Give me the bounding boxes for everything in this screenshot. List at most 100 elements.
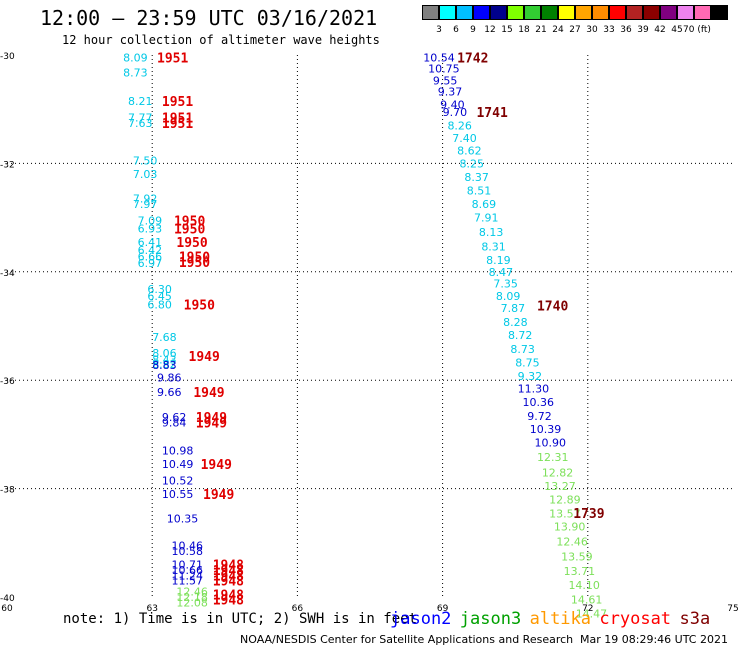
scale-label: 45 (671, 25, 683, 35)
time-label: 1948 (213, 594, 244, 609)
wave-height-value: 6.30 (147, 283, 172, 296)
track-values: 8.098.738.217.777.637.507.037.927.977.09… (123, 52, 607, 621)
wave-height-value: 9.70 (443, 106, 468, 119)
wave-height-value: 9.66 (157, 386, 182, 399)
wave-height-value: 6.45 (147, 290, 172, 303)
wave-height-value: 12.08 (176, 596, 208, 609)
wave-height-value: 12.31 (537, 451, 569, 464)
wave-height-value: 7.68 (152, 331, 177, 344)
wave-height-value: 10.90 (535, 437, 567, 450)
wave-height-value: 6.66 (138, 251, 163, 264)
scale-swatch (490, 5, 507, 20)
time-label: 1949 (196, 411, 227, 426)
wave-height-value: 8.21 (128, 95, 153, 108)
wave-height-value: 9.32 (518, 370, 543, 383)
scale-label: 33 (603, 25, 615, 35)
lon-label: 72 (582, 604, 593, 614)
wave-height-value: 11.57 (172, 575, 204, 588)
wave-height-value: 7.35 (493, 278, 518, 291)
scale-swatch (643, 5, 660, 20)
wave-height-value: 7.91 (474, 212, 499, 225)
wave-height-value: 8.28 (503, 316, 527, 329)
wave-height-value: 8.47 (489, 266, 513, 279)
scale-label: 21 (535, 25, 547, 35)
scale-swatch (439, 5, 456, 20)
wave-height-value: 8.37 (464, 171, 489, 184)
time-label: 1950 (174, 222, 205, 237)
footer-credit: NOAA/NESDIS Center for Satellite Applica… (240, 633, 574, 646)
wave-height-value: 10.66 (172, 564, 204, 577)
wave-height-value: 12.18 (176, 591, 208, 604)
grid-lines (7, 55, 733, 597)
scale-swatch (626, 5, 643, 20)
wave-height-value: 11.30 (518, 382, 550, 395)
scale-swatch (660, 5, 677, 20)
wave-height-value: 10.39 (530, 423, 562, 436)
wave-height-value: 10.54 (423, 52, 455, 65)
wave-height-value: 8.43 (152, 354, 177, 367)
wave-height-value: 10.75 (428, 63, 460, 76)
scale-swatch (592, 5, 609, 20)
wave-height-value: 7.92 (133, 193, 158, 206)
wave-height-value: 8.72 (508, 329, 533, 342)
wave-height-value: 8.25 (460, 157, 485, 170)
wave-height-value: 7.97 (133, 198, 158, 211)
wave-height-value: 10.46 (172, 540, 204, 553)
wave-height-value: 14.47 (576, 607, 608, 620)
lat-label: -34 (0, 269, 15, 279)
wave-height-value: 10.49 (162, 458, 194, 471)
wave-height-value: 8.75 (515, 356, 540, 369)
satellite-name: jason3 (459, 609, 522, 629)
wave-height-value: 10.98 (162, 445, 194, 458)
time-label: 1948 (213, 558, 244, 573)
time-label: 1951 (162, 117, 193, 132)
time-labels: 1951195119511951195019501950195019501950… (157, 52, 605, 609)
lon-label: 69 (437, 604, 449, 614)
wave-height-value: 8.82 (152, 358, 177, 371)
wave-height-value: 9.72 (527, 410, 552, 423)
wave-height-value: 14.10 (568, 579, 600, 592)
wave-height-value: 9.37 (438, 85, 463, 98)
wave-height-value: 13.90 (554, 521, 586, 534)
wave-height-value: 8.13 (479, 226, 504, 239)
wave-height-value: 6.97 (138, 257, 163, 270)
time-label: 1948 (213, 569, 244, 584)
wave-height-value: 8.09 (123, 52, 148, 65)
scale-swatch (541, 5, 558, 20)
time-label: 1951 (157, 52, 188, 67)
wave-height-value: 10.71 (172, 558, 204, 571)
lat-label: -30 (0, 52, 15, 62)
scale-swatch (711, 5, 728, 20)
scale-swatch (609, 5, 626, 20)
satellite-name: altika (529, 609, 592, 629)
wave-height-value: 6.80 (147, 298, 172, 311)
satellite-name: cryosat (599, 609, 672, 629)
scale-swatch (524, 5, 541, 20)
wave-height-value: 8.09 (496, 290, 520, 303)
time-label: 1740 (537, 299, 568, 314)
wave-height-value: 13.27 (544, 480, 576, 493)
wave-height-value: 8.06 (152, 347, 177, 360)
wave-height-value: 7.63 (128, 117, 153, 130)
wave-height-value: 11.24 (172, 569, 204, 582)
scale-swatch (677, 5, 694, 20)
time-label: 1951 (162, 95, 193, 110)
time-label: 1949 (189, 350, 220, 365)
satellite-name: jason2 (390, 609, 452, 629)
lat-label: -38 (0, 486, 15, 496)
wave-height-value: 12.46 (176, 586, 208, 599)
wave-height-value: 12.46 (556, 536, 588, 549)
scale-label: 27 (569, 25, 581, 35)
scale-swatch (473, 5, 490, 20)
time-label: 1742 (457, 52, 488, 67)
time-label: 1950 (174, 214, 205, 229)
scale-label: 15 (501, 25, 513, 35)
scale-label: 30 (586, 25, 598, 35)
wave-height-value: 7.40 (452, 132, 477, 145)
wave-height-value: 7.50 (133, 155, 158, 168)
lon-label: 66 (292, 604, 304, 614)
satellite-name: s3a (679, 609, 711, 629)
wave-height-value: 12.89 (549, 493, 581, 506)
